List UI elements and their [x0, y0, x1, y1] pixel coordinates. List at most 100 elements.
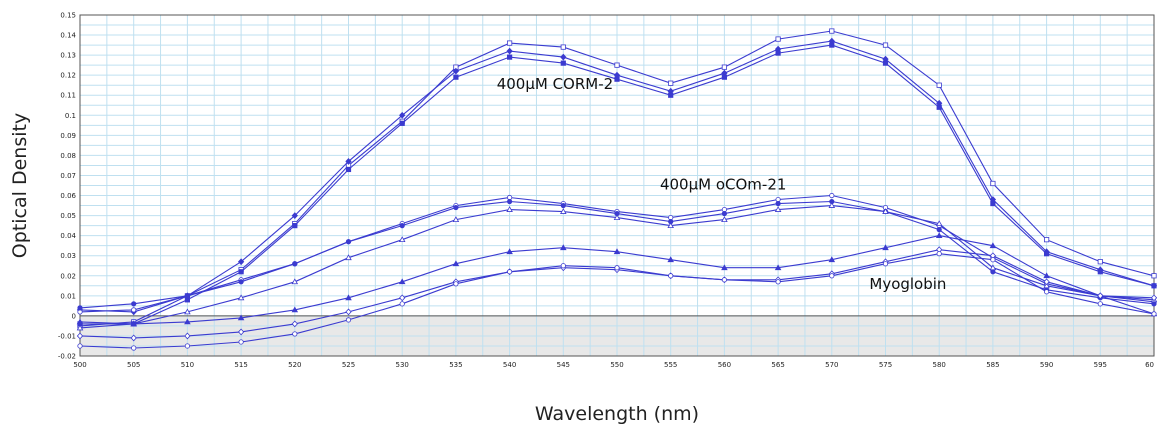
data-point	[237, 258, 245, 266]
data-point	[238, 279, 244, 285]
data-point	[292, 261, 298, 267]
x-tick-label: 510	[181, 361, 194, 369]
x-tick-label: 555	[664, 361, 677, 369]
data-point	[936, 104, 942, 110]
data-point	[453, 281, 459, 287]
data-point	[345, 317, 352, 323]
annotation-label: 400µM CORM-2	[497, 75, 613, 93]
data-point	[560, 44, 566, 50]
y-tick-label: -0.01	[58, 332, 76, 340]
data-point	[452, 67, 460, 75]
data-point	[614, 265, 620, 271]
data-point	[775, 50, 781, 56]
data-point	[560, 202, 566, 209]
data-point	[936, 82, 942, 88]
data-point	[399, 294, 406, 302]
data-point	[829, 273, 835, 279]
x-tick-label: 545	[557, 361, 570, 369]
data-point	[184, 332, 191, 340]
x-tick-label: 505	[127, 361, 140, 369]
x-tick-label: 515	[234, 361, 247, 369]
data-point	[399, 111, 406, 119]
data-point	[668, 80, 674, 86]
data-point	[131, 307, 137, 313]
data-point	[237, 294, 245, 301]
data-point	[77, 305, 83, 311]
y-tick-label: 0.11	[60, 92, 76, 100]
data-point	[77, 343, 83, 349]
x-tick-labels: 500 505 510 515 520 525 530 535 540 545 550 555 560 5…	[73, 361, 1154, 369]
data-point	[882, 261, 889, 267]
data-point	[935, 220, 943, 227]
data-point	[130, 334, 137, 342]
data-point	[291, 306, 299, 313]
y-axis-title: Optical Density	[9, 113, 31, 258]
data-point	[292, 331, 298, 337]
data-point	[452, 260, 460, 267]
data-point	[506, 269, 513, 275]
data-point	[667, 256, 674, 263]
y-tick-label: 0.13	[60, 52, 76, 60]
data-point	[1151, 273, 1157, 279]
data-point	[989, 264, 997, 271]
data-point	[882, 42, 889, 48]
data-point	[1151, 311, 1157, 317]
y-tick-label: 0	[72, 312, 76, 320]
data-point	[560, 60, 566, 66]
data-point	[990, 180, 996, 187]
data-point	[935, 232, 943, 239]
data-point	[721, 74, 728, 80]
y-tick-label: 0.15	[60, 12, 76, 20]
x-tick-label: 540	[503, 361, 516, 369]
data-point	[1097, 269, 1103, 275]
data-point	[990, 200, 996, 207]
x-tick-label: 590	[1040, 361, 1053, 369]
data-point	[613, 214, 621, 220]
data-point	[560, 53, 567, 61]
data-point	[667, 222, 674, 229]
data-point	[292, 223, 298, 229]
data-point	[1044, 289, 1050, 295]
x-tick-label: 520	[288, 361, 301, 369]
data-point	[614, 76, 620, 82]
data-point	[237, 314, 245, 321]
data-point	[1043, 278, 1050, 286]
x-tick-label: 530	[396, 361, 409, 369]
x-tick-label: 60	[1145, 361, 1154, 369]
y-tick-label: 0.12	[60, 72, 76, 80]
data-point	[130, 320, 137, 327]
data-point	[1150, 294, 1157, 302]
data-point	[613, 248, 621, 255]
annotations: 400µM CORM-2 400µM oCOm-21 Myoglobin	[497, 75, 947, 293]
x-tick-label: 500	[73, 361, 86, 369]
x-tick-label: 570	[825, 361, 838, 369]
data-point	[882, 208, 889, 214]
data-point	[291, 320, 298, 328]
x-tick-label: 595	[1094, 361, 1107, 369]
data-point	[1044, 251, 1050, 257]
data-point	[829, 192, 835, 199]
data-point	[506, 248, 513, 255]
data-point	[399, 301, 405, 307]
data-point	[506, 206, 513, 212]
data-point	[936, 227, 942, 233]
data-point	[238, 269, 244, 275]
y-tick-label: 0.03	[60, 252, 76, 260]
data-point	[399, 120, 405, 126]
data-point	[882, 60, 889, 66]
data-point	[345, 294, 352, 301]
data-point	[1097, 301, 1103, 307]
data-point	[829, 42, 835, 48]
data-point	[721, 216, 728, 223]
data-point	[1097, 292, 1104, 300]
y-tick-label: 0.06	[60, 192, 76, 200]
data-point	[721, 64, 728, 70]
data-point	[184, 308, 191, 315]
data-point	[1097, 259, 1103, 265]
data-point	[453, 74, 459, 80]
data-point	[774, 264, 782, 271]
y-tick-label: 0.05	[60, 212, 76, 220]
x-tick-label: 575	[879, 361, 892, 369]
y-tick-label: 0.02	[60, 272, 76, 280]
